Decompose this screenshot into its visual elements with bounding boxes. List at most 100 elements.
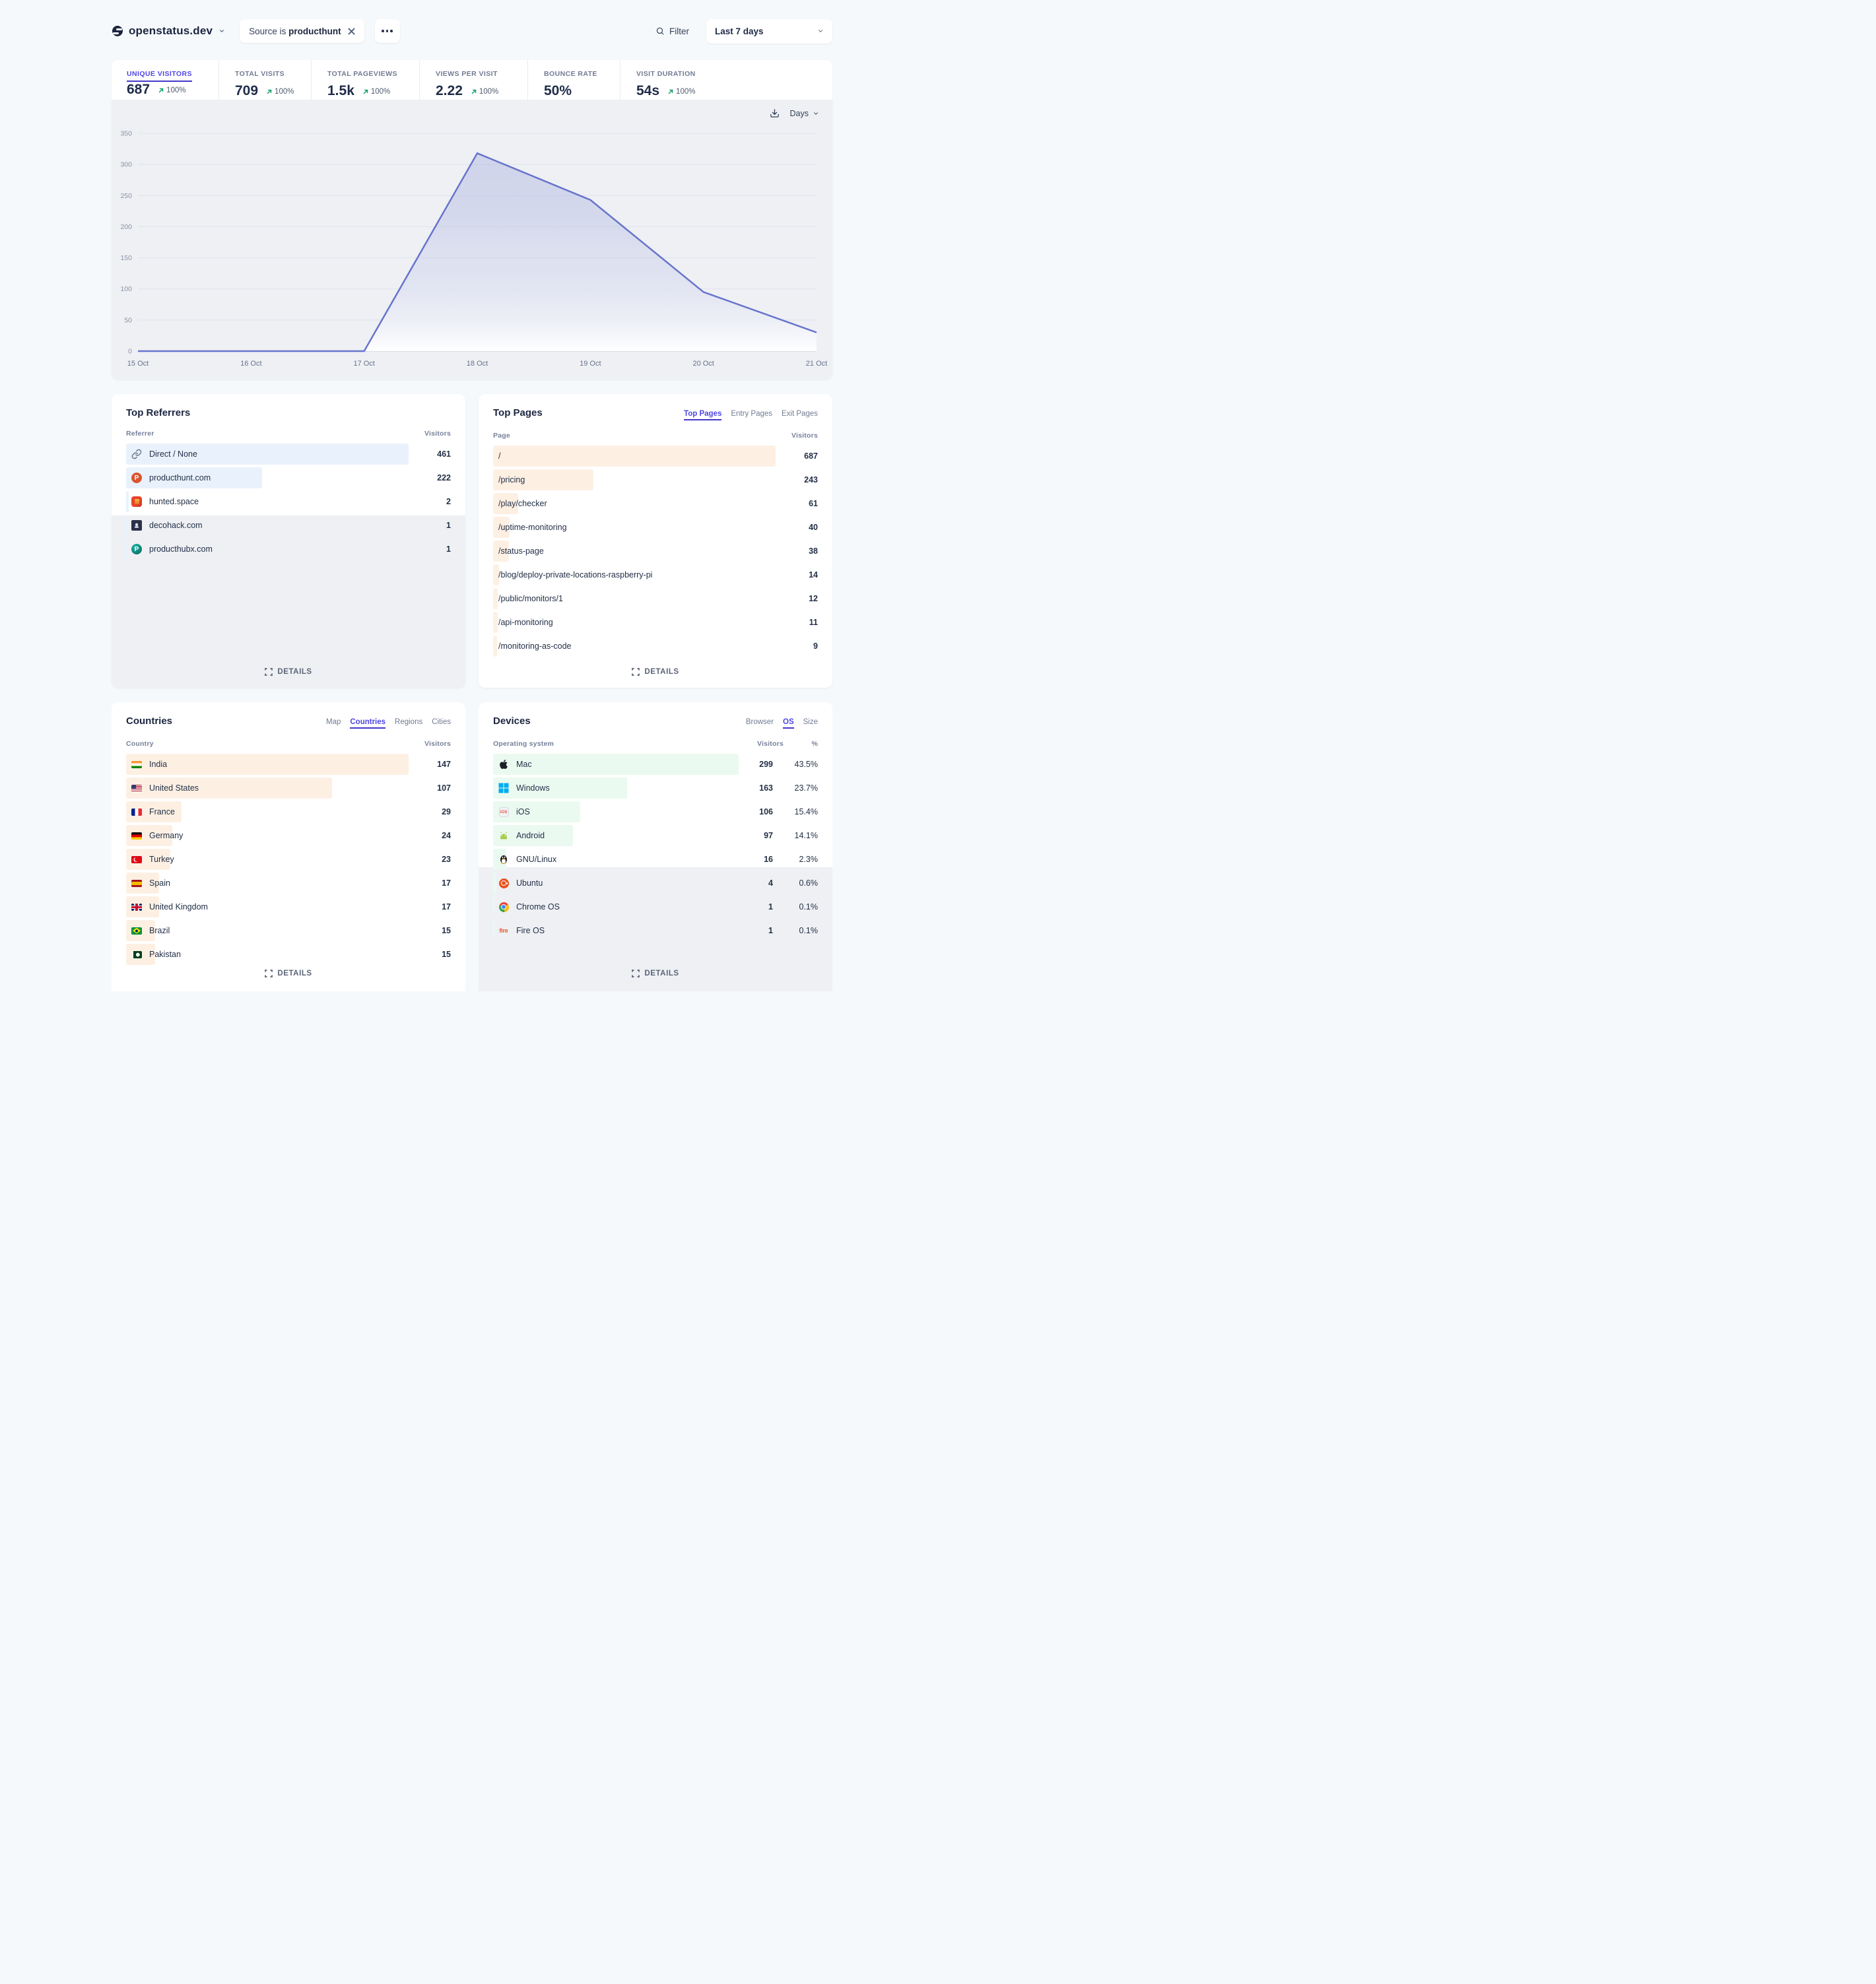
row-label[interactable]: /pricing <box>498 475 525 484</box>
interval-select[interactable]: Days <box>790 109 819 118</box>
row-label[interactable]: Germany <box>149 831 184 840</box>
tab-cities[interactable]: Cities <box>432 718 451 726</box>
value-bar <box>126 754 409 775</box>
table-row[interactable]: /play/checker 61 <box>493 493 818 514</box>
table-row[interactable]: hunted.space 2 <box>126 491 451 512</box>
tab-os[interactable]: OS <box>783 718 794 729</box>
row-visitors: 15 <box>442 926 451 935</box>
row-label[interactable]: producthunt.com <box>149 473 211 482</box>
more-options-button[interactable] <box>374 19 400 43</box>
row-label[interactable]: / <box>498 451 501 461</box>
table-row[interactable]: /blog/deploy-private-locations-raspberry… <box>493 564 818 585</box>
row-label[interactable]: Brazil <box>149 926 170 935</box>
row-label[interactable]: /monitoring-as-code <box>498 642 572 651</box>
close-icon[interactable] <box>347 27 355 35</box>
row-label[interactable]: Pakistan <box>149 950 181 959</box>
row-label[interactable]: United States <box>149 783 199 793</box>
row-label[interactable]: decohack.com <box>149 521 203 530</box>
tab-map[interactable]: Map <box>325 718 341 726</box>
topbar: openstatus.dev Source is producthunt Fil… <box>112 18 832 44</box>
table-row[interactable]: Windows 163 23.7% <box>493 777 818 799</box>
table-row[interactable]: Direct / None 461 <box>126 444 451 465</box>
download-icon[interactable] <box>770 108 780 118</box>
row-label[interactable]: /uptime-monitoring <box>498 523 567 532</box>
site-switcher[interactable]: openstatus.dev <box>112 24 225 38</box>
stat-bounce-rate[interactable]: BOUNCE RATE 50% <box>528 60 620 100</box>
line-chart[interactable]: 0 50 100 150 200 250 300 350 15 Oct 16 Oct 17 Oct 1… <box>112 100 832 380</box>
table-row[interactable]: France 29 <box>126 801 451 822</box>
table-row[interactable]: GNU/Linux 16 2.3% <box>493 849 818 870</box>
svg-text:20 Oct: 20 Oct <box>692 360 714 368</box>
row-label[interactable]: /blog/deploy-private-locations-raspberry… <box>498 570 653 579</box>
row-label[interactable]: India <box>149 760 168 769</box>
table-row[interactable]: Chrome OS 1 0.1% <box>493 896 818 917</box>
tab-exit-pages[interactable]: Exit Pages <box>782 410 818 418</box>
row-label[interactable]: /status-page <box>498 546 544 556</box>
date-range-select[interactable]: Last 7 days <box>706 18 832 44</box>
table-row[interactable]: India 147 <box>126 754 451 775</box>
table-row[interactable]: Pakistan 15 <box>126 944 451 965</box>
stat-views-per-visit[interactable]: VIEWS PER VISIT 2.22 100% <box>420 60 528 100</box>
flag-tr-icon <box>131 855 142 863</box>
row-label[interactable]: Fire OS <box>516 926 545 935</box>
row-label[interactable]: United Kingdom <box>149 902 208 911</box>
tab-size[interactable]: Size <box>803 718 818 726</box>
filter-chip[interactable]: Source is producthunt <box>240 19 364 43</box>
row-percent: 14.1% <box>794 831 818 840</box>
details-button[interactable]: DETAILS <box>479 970 832 977</box>
table-row[interactable]: decohack.com 1 <box>126 515 451 536</box>
table-row[interactable]: Brazil 15 <box>126 920 451 941</box>
table-row[interactable]: /monitoring-as-code 9 <box>493 636 818 657</box>
row-label[interactable]: hunted.space <box>149 497 199 506</box>
table-row[interactable]: / 687 <box>493 446 818 467</box>
row-label[interactable]: Android <box>516 831 545 840</box>
table-row[interactable]: /public/monitors/1 12 <box>493 588 818 609</box>
table-row[interactable]: United States 107 <box>126 777 451 799</box>
table-row[interactable]: iOS iOS 106 15.4% <box>493 801 818 822</box>
table-row[interactable]: Mac 299 43.5% <box>493 754 818 775</box>
tab-entry-pages[interactable]: Entry Pages <box>731 410 773 418</box>
tab-regions[interactable]: Regions <box>395 718 423 726</box>
row-label[interactable]: /api-monitoring <box>498 618 553 627</box>
details-button[interactable]: DETAILS <box>112 970 465 977</box>
row-label[interactable]: Turkey <box>149 855 174 864</box>
row-label[interactable]: Windows <box>516 783 550 793</box>
table-row[interactable]: /uptime-monitoring 40 <box>493 517 818 538</box>
row-label[interactable]: iOS <box>516 807 530 816</box>
table-row[interactable]: Ubuntu 4 0.6% <box>493 873 818 894</box>
tab-countries[interactable]: Countries <box>350 718 386 729</box>
stat-total-pageviews[interactable]: TOTAL PAGEVIEWS 1.5k 100% <box>312 60 420 100</box>
row-visitors: 1 <box>768 926 773 935</box>
table-row[interactable]: P producthubx.com 1 <box>126 539 451 560</box>
row-label[interactable]: Spain <box>149 878 170 888</box>
row-label[interactable]: producthubx.com <box>149 545 213 554</box>
stat-visit-duration[interactable]: VISIT DURATION 54s 100% <box>636 70 696 98</box>
row-label[interactable]: Ubuntu <box>516 878 543 888</box>
table-row[interactable]: Germany 24 <box>126 825 451 846</box>
row-label[interactable]: GNU/Linux <box>516 855 557 864</box>
flag-de-icon <box>131 832 142 840</box>
details-button[interactable]: DETAILS <box>479 668 832 676</box>
tab-top-pages[interactable]: Top Pages <box>684 410 722 420</box>
stat-total-visits[interactable]: TOTAL VISITS 709 100% <box>219 60 312 100</box>
column-header: Operating system <box>493 740 554 748</box>
table-row[interactable]: P producthunt.com 222 <box>126 467 451 488</box>
row-label[interactable]: /public/monitors/1 <box>498 594 563 603</box>
table-row[interactable]: Android 97 14.1% <box>493 825 818 846</box>
row-label[interactable]: Mac <box>516 760 532 769</box>
details-button[interactable]: DETAILS <box>112 668 465 676</box>
filter-button[interactable]: Filter <box>655 26 689 36</box>
row-label[interactable]: /play/checker <box>498 499 547 508</box>
row-label[interactable]: France <box>149 807 175 816</box>
table-row[interactable]: fire Fire OS 1 0.1% <box>493 920 818 941</box>
stat-unique-visitors[interactable]: UNIQUE VISITORS 687 100% <box>112 60 219 100</box>
table-row[interactable]: /pricing 243 <box>493 469 818 490</box>
table-row[interactable]: United Kingdom 17 <box>126 896 451 917</box>
tab-browser[interactable]: Browser <box>745 718 774 726</box>
table-row[interactable]: Spain 17 <box>126 873 451 894</box>
row-label[interactable]: Chrome OS <box>516 902 560 911</box>
row-label[interactable]: Direct / None <box>149 449 197 459</box>
table-row[interactable]: /api-monitoring 11 <box>493 612 818 633</box>
table-row[interactable]: /status-page 38 <box>493 541 818 562</box>
table-row[interactable]: Turkey 23 <box>126 849 451 870</box>
